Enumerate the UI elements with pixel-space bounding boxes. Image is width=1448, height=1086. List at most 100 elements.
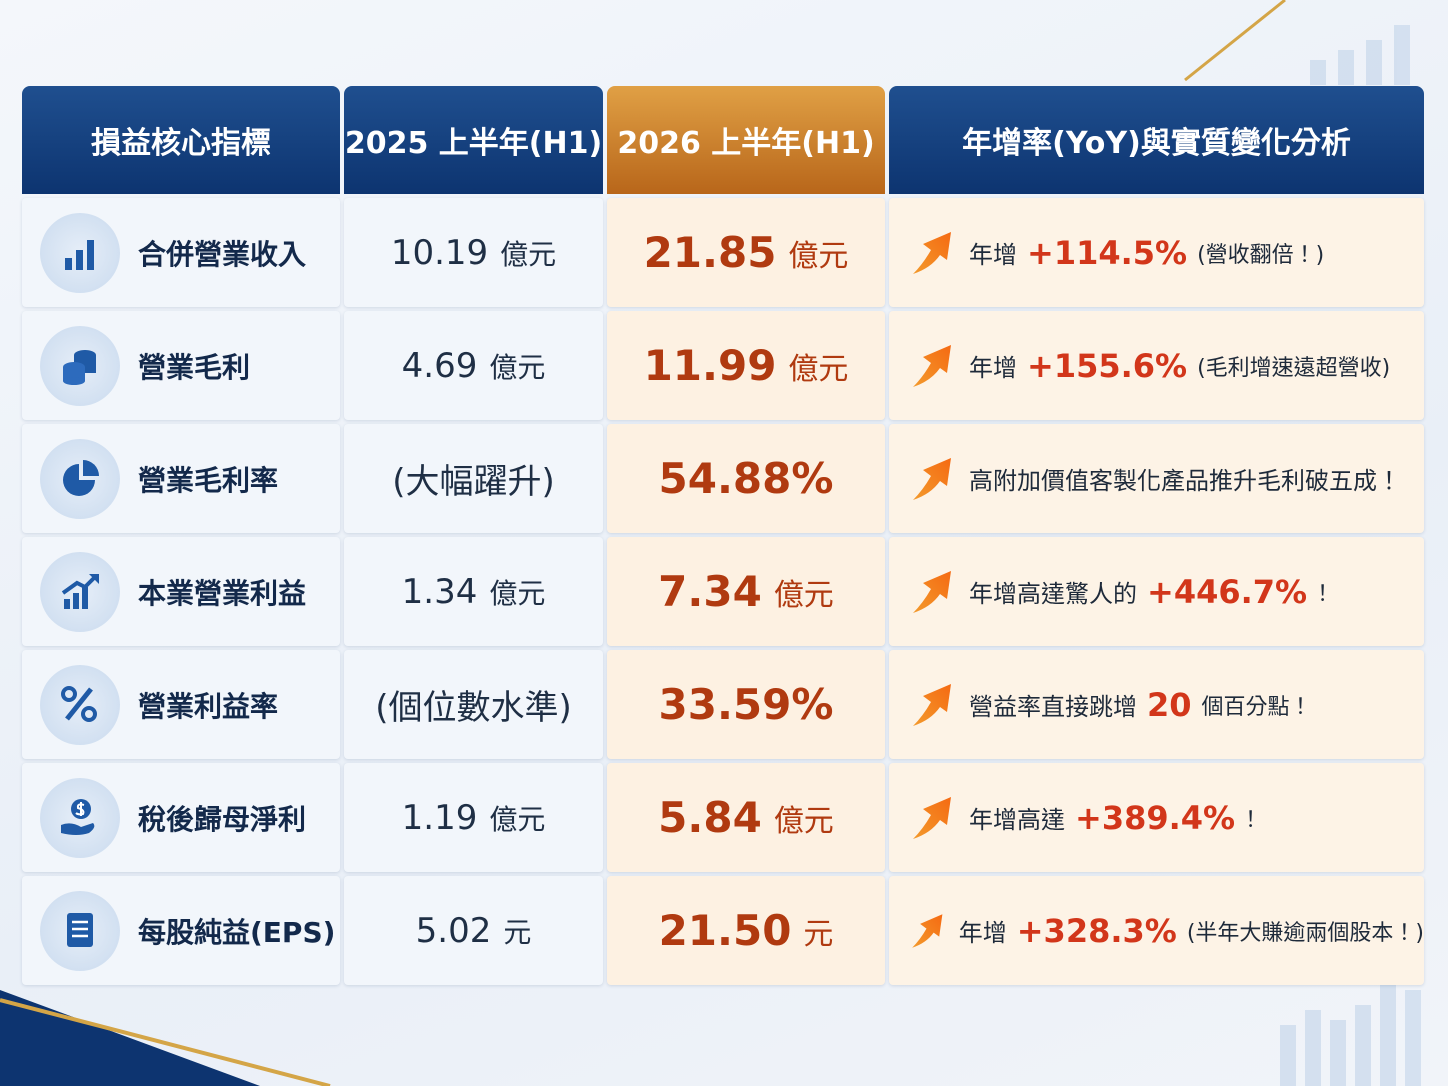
analysis-figure: +328.3% [1016,911,1177,950]
analysis-cell: 高附加價值客製化產品推升毛利破五成！ [889,424,1424,533]
analysis-lead: 年增 [969,241,1017,269]
analysis-lead: 年增 [958,919,1007,947]
h1_2026-cell: 21.85 億元 [607,198,885,307]
value: 4.69 [401,345,478,386]
up-arrow [913,344,951,387]
metric-name: 本業營業利益 [138,576,307,610]
metric-name: 營業毛利 [138,350,251,384]
metric-cell: 本業營業利益 [22,537,340,646]
analysis-lead: 年增 [969,354,1017,382]
icon-glyph [67,912,93,947]
h1_2025-cell: 10.19 億元 [344,198,603,307]
analysis-cell: 年增 +114.5% (營收翻倍！) [889,198,1424,307]
analysis-note: (營收翻倍！) [1197,242,1325,268]
value: 5.02 [415,910,492,951]
metric-icon [40,212,120,293]
unit: 元 [503,915,532,949]
icon-glyph [65,239,94,270]
h1_2025-cell: 1.19 億元 [344,763,603,872]
up-arrow [913,683,951,726]
up-arrow [913,570,951,613]
header-cell: 2026 上半年(H1) [607,86,885,194]
value: 11.99 [643,341,777,390]
value: 10.19 [390,232,489,273]
header-cell: 損益核心指標 [22,86,340,194]
analysis-lead: 年增高達 [969,806,1065,834]
metric-icon [40,438,120,519]
metric-icon [40,325,120,406]
value: (大幅躍升) [392,462,555,502]
metric-icon [40,551,120,632]
analysis-figure: +446.7% [1147,572,1308,611]
unit: 元 [803,916,834,952]
h1_2026-cell: 7.34 億元 [607,537,885,646]
analysis-figure: +114.5% [1027,233,1188,272]
analysis-lead: 營益率直接跳增 [969,693,1137,721]
unit: 億元 [489,576,546,610]
metric-icon [40,777,120,858]
gold-line [1184,0,1286,82]
value: 54.88% [658,454,834,503]
analysis-lead: 年增高達驚人的 [969,580,1137,608]
value: (個位數水準) [375,688,572,728]
icon-glyph [61,685,97,722]
header-cell: 2025 上半年(H1) [344,86,603,194]
analysis-cell: 年增 +155.6% (毛利增速遠超營收) [889,311,1424,420]
h1_2025-cell: 5.02 元 [344,876,603,985]
metric-name: 每股純益(EPS) [138,915,336,949]
analysis-figure: +389.4% [1075,798,1236,837]
value: 21.85 [643,228,777,277]
analysis-cell: 年增 +328.3% (半年大賺逾兩個股本！) [889,876,1424,985]
metric-cell: 稅後歸母淨利 [22,763,340,872]
analysis-note: ！ [1245,807,1268,833]
up-arrow [912,913,943,948]
value: 1.34 [401,571,478,612]
h1_2026-cell: 33.59% [607,650,885,759]
h1_2026-cell: 21.50 元 [607,876,885,985]
value: 7.34 [658,567,762,616]
value: 1.19 [401,797,478,838]
h1_2025-cell: (個位數水準) [344,650,603,759]
unit: 億元 [489,802,546,836]
metric-cell: 合併營業收入 [22,198,340,307]
analysis-note: (毛利增速遠超營收) [1197,355,1391,381]
metric-icon [40,664,120,745]
h1_2025-cell: (大幅躍升) [344,424,603,533]
analysis-figure: +155.6% [1027,346,1188,385]
icon-glyph [63,459,99,496]
value: 33.59% [658,680,834,729]
unit: 億元 [500,237,557,271]
unit: 億元 [489,350,546,384]
up-arrow [913,231,951,274]
up-arrow [913,796,951,839]
bar-decor [1280,25,1421,1086]
gold-line [0,998,331,1086]
header-cell: 年增率(YoY)與實質變化分析 [889,86,1424,194]
up-arrow [913,457,951,500]
h1_2025-cell: 4.69 億元 [344,311,603,420]
metric-cell: 營業毛利 [22,311,340,420]
h1_2025-cell: 1.34 億元 [344,537,603,646]
icon-glyph [61,573,99,609]
analysis-note: ！ [1317,581,1340,607]
icon-glyph [61,798,95,835]
analysis-lead: 高附加價值客製化產品推升毛利破五成！ [969,467,1401,495]
corner-band [0,990,260,1086]
metric-cell: 營業利益率 [22,650,340,759]
analysis-cell: 年增高達驚人的 +446.7% ！ [889,537,1424,646]
analysis-cell: 營益率直接跳增 20 個百分點！ [889,650,1424,759]
h1_2026-cell: 5.84 億元 [607,763,885,872]
value: 5.84 [658,793,762,842]
analysis-cell: 年增高達 +389.4% ！ [889,763,1424,872]
value: 21.50 [658,906,792,955]
table: 損益核心指標 2025 上半年(H1) 2026 上半年(H1) 年增率(YoY… [22,86,1424,985]
unit: 億元 [788,238,849,274]
metric-cell: 每股純益(EPS) [22,876,340,985]
h1_2026-cell: 54.88% [607,424,885,533]
metric-cell: 營業毛利率 [22,424,340,533]
metric-name: 營業毛利率 [138,463,279,497]
icon-glyph [63,349,96,385]
metric-name: 稅後歸母淨利 [138,802,307,836]
